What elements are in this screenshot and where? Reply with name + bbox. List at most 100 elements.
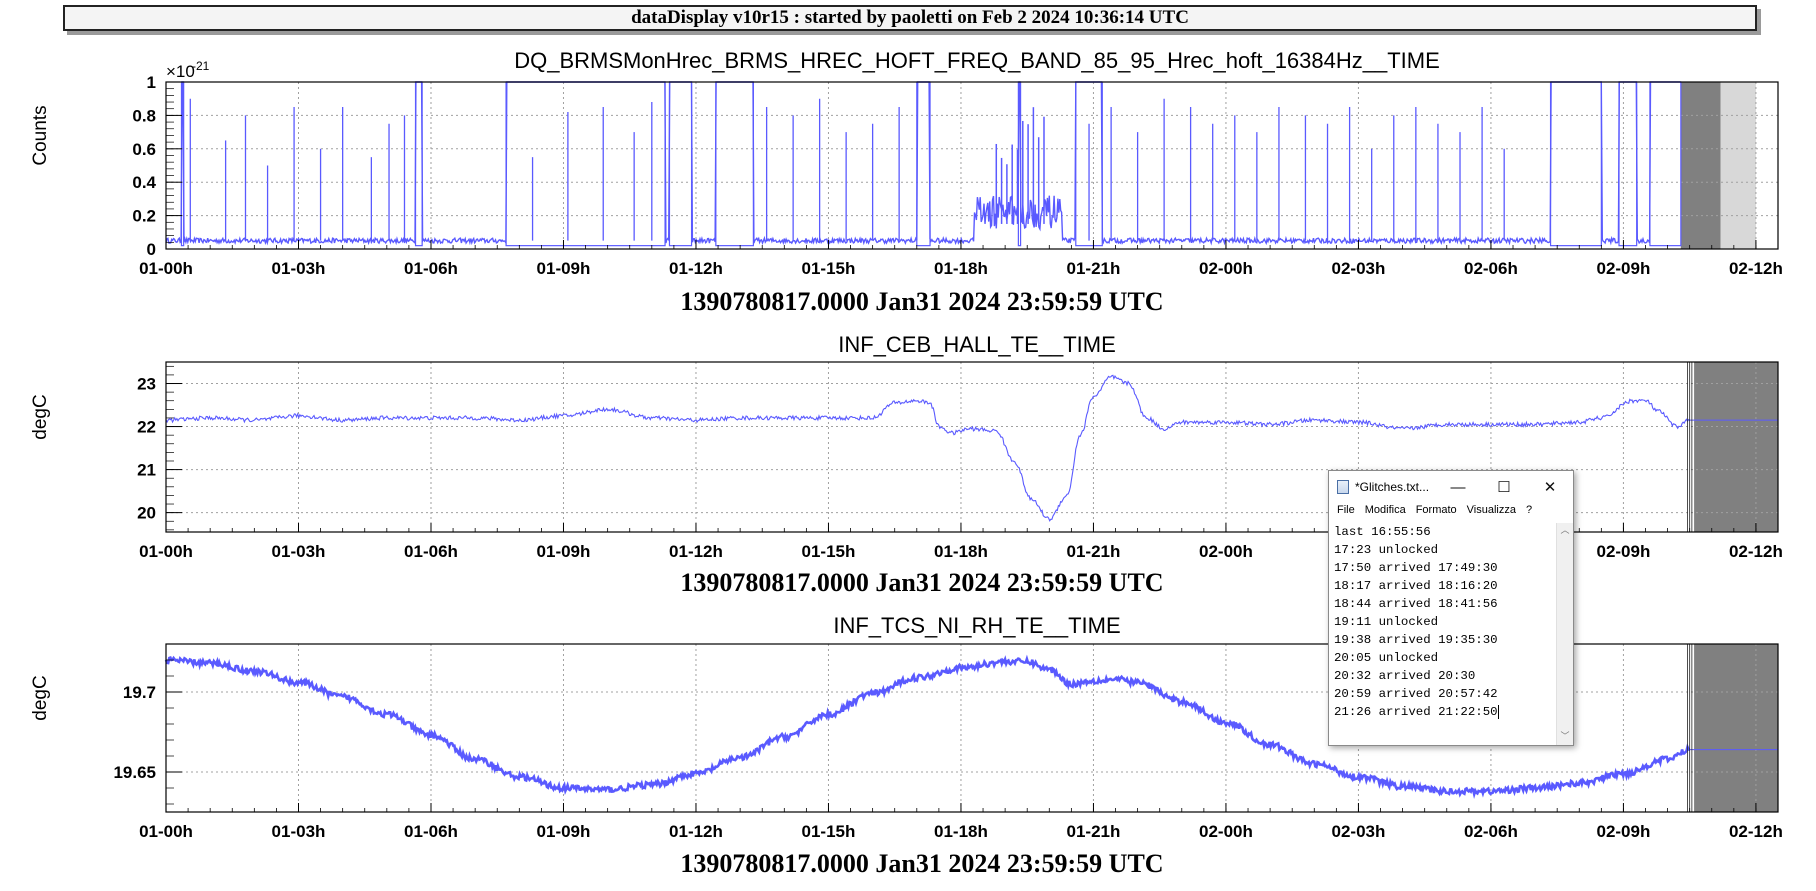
axis-exponent-label: ×10	[166, 62, 195, 81]
x-tick-label: 01-03h	[272, 542, 326, 561]
y-tick-label: 0.2	[132, 207, 156, 226]
y-tick-label: 20	[137, 504, 156, 523]
x-tick-label: 01-21h	[1067, 822, 1121, 841]
chart-1	[165, 81, 1779, 250]
notepad-line: 20:59 arrived 20:57:42	[1334, 687, 1498, 701]
saturated-segment	[916, 81, 931, 247]
x-tick-label: 01-03h	[272, 259, 326, 278]
x-tick-label: 01-00h	[139, 259, 193, 278]
y-tick-label: 1	[147, 73, 156, 92]
plot-frame	[165, 81, 1779, 250]
close-button[interactable]: ✕	[1543, 479, 1557, 496]
x-tick-label: 01-09h	[537, 259, 591, 278]
x-tick-label: 02-12h	[1729, 259, 1783, 278]
saturated-segment	[1549, 81, 1602, 247]
notepad-line: 18:17 arrived 18:16:20	[1334, 579, 1498, 593]
x-tick-label: 02-09h	[1596, 259, 1650, 278]
notepad-line: 17:23 unlocked	[1334, 543, 1439, 557]
x-tick-label: 01-03h	[272, 822, 326, 841]
y-tick-label: 21	[137, 461, 156, 480]
series-line	[165, 374, 1691, 522]
menu-help[interactable]: ?	[1526, 504, 1533, 516]
x-tick-label: 01-09h	[537, 542, 591, 561]
y-axis-label: degC	[30, 675, 51, 720]
x-tick-label: 01-12h	[669, 822, 723, 841]
notepad-scrollbar[interactable]: ︿ ﹀	[1556, 523, 1573, 745]
y-tick-label: 19.65	[113, 763, 156, 782]
x-tick-label: 02-06h	[1464, 822, 1518, 841]
x-tick-label: 02-00h	[1199, 259, 1253, 278]
menu-visualizza[interactable]: Visualizza	[1466, 504, 1516, 516]
notepad-icon	[1337, 480, 1349, 494]
plot-frame	[165, 361, 1779, 533]
saturated-segment	[505, 81, 666, 247]
notepad-text-area[interactable]: last 16:55:56 17:23 unlocked 17:50 arrived…	[1329, 523, 1557, 745]
maximize-button[interactable]: ☐	[1497, 479, 1511, 496]
chart-title: INF_TCS_NI_RH_TE__TIME	[833, 613, 1120, 638]
saturated-segment	[668, 81, 693, 247]
chart-title: DQ_BRMSMonHrec_BRMS_HREC_HOFT_FREQ_BAND_…	[514, 48, 1440, 73]
unavailable-region-dark	[1694, 362, 1778, 532]
chart-3	[164, 643, 1779, 813]
x-tick-label: 01-09h	[537, 822, 591, 841]
x-tick-label: 02-12h	[1729, 822, 1783, 841]
x-tick-label: 01-15h	[802, 822, 856, 841]
x-tick-label: 01-12h	[669, 542, 723, 561]
scroll-up-icon[interactable]: ︿	[1560, 525, 1570, 535]
menu-formato[interactable]: Formato	[1415, 504, 1457, 516]
notepad-line: 17:50 arrived 17:49:30	[1334, 561, 1498, 575]
y-tick-label: 19.7	[123, 683, 156, 702]
plot-frame	[165, 643, 1779, 813]
x-tick-label: 01-06h	[404, 822, 458, 841]
saturated-segment	[1649, 81, 1682, 247]
x-tick-label: 01-15h	[802, 259, 856, 278]
x-tick-label: 01-00h	[139, 542, 193, 561]
x-tick-label: 02-00h	[1199, 822, 1253, 841]
saturated-segment	[1618, 81, 1638, 247]
x-tick-label: 02-00h	[1199, 542, 1253, 561]
x-tick-label: 01-06h	[404, 542, 458, 561]
notepad-line: 20:32 arrived 20:30	[1334, 669, 1476, 683]
y-tick-label: 0.4	[132, 173, 156, 192]
x-tick-label: 01-18h	[934, 822, 988, 841]
axis-exponent-power: -21	[192, 59, 210, 73]
x-tick-label: 02-06h	[1464, 259, 1518, 278]
x-tick-label: 01-12h	[669, 259, 723, 278]
notepad-line: 18:44 arrived 18:41:56	[1334, 597, 1498, 611]
menu-file[interactable]: File	[1337, 504, 1355, 516]
x-tick-label: 01-21h	[1067, 259, 1121, 278]
x-tick-label: 01-06h	[404, 259, 458, 278]
y-axis-label: degC	[30, 394, 51, 439]
series-line	[165, 81, 1681, 246]
notepad-title: *Glitches.txt...	[1355, 480, 1430, 494]
notepad-line: 20:05 unlocked	[1334, 651, 1439, 665]
chart-title: INF_CEB_HALL_TE__TIME	[838, 332, 1116, 357]
minimize-button[interactable]: —	[1450, 478, 1466, 496]
x-tick-label: 01-00h	[139, 822, 193, 841]
notepad-line: 21:26 arrived 21:22:50	[1334, 705, 1499, 719]
x-tick-label: 01-21h	[1067, 542, 1121, 561]
unavailable-region-light	[1720, 82, 1756, 249]
menu-modifica[interactable]: Modifica	[1364, 504, 1406, 516]
y-tick-label: 0	[147, 240, 156, 259]
notepad-titlebar[interactable]: *Glitches.txt... — ☐ ✕	[1329, 471, 1573, 503]
x-axis-label: 1390780817.0000 Jan31 2024 23:59:59 UTC	[680, 568, 1163, 597]
notepad-window[interactable]: *Glitches.txt... — ☐ ✕ File Modifica For…	[1328, 470, 1574, 746]
unavailable-region-dark	[1680, 82, 1721, 249]
series-line	[164, 654, 1691, 800]
saturated-segment	[715, 81, 754, 247]
x-tick-label: 02-09h	[1596, 822, 1650, 841]
notepad-line: 19:38 arrived 19:35:30	[1334, 633, 1498, 647]
y-tick-label: 22	[137, 418, 156, 437]
y-tick-label: 23	[137, 375, 156, 394]
x-tick-label: 02-12h	[1729, 542, 1783, 561]
x-tick-label: 02-03h	[1332, 259, 1386, 278]
app-title-banner: dataDisplay v10r15 : started by paoletti…	[63, 5, 1757, 31]
x-tick-label: 02-03h	[1332, 822, 1386, 841]
x-axis-label: 1390780817.0000 Jan31 2024 23:59:59 UTC	[680, 849, 1163, 878]
scroll-down-icon[interactable]: ﹀	[1560, 731, 1570, 741]
unavailable-region-dark	[1694, 644, 1778, 812]
x-tick-label: 02-09h	[1596, 542, 1650, 561]
x-axis-label: 1390780817.0000 Jan31 2024 23:59:59 UTC	[680, 287, 1163, 316]
